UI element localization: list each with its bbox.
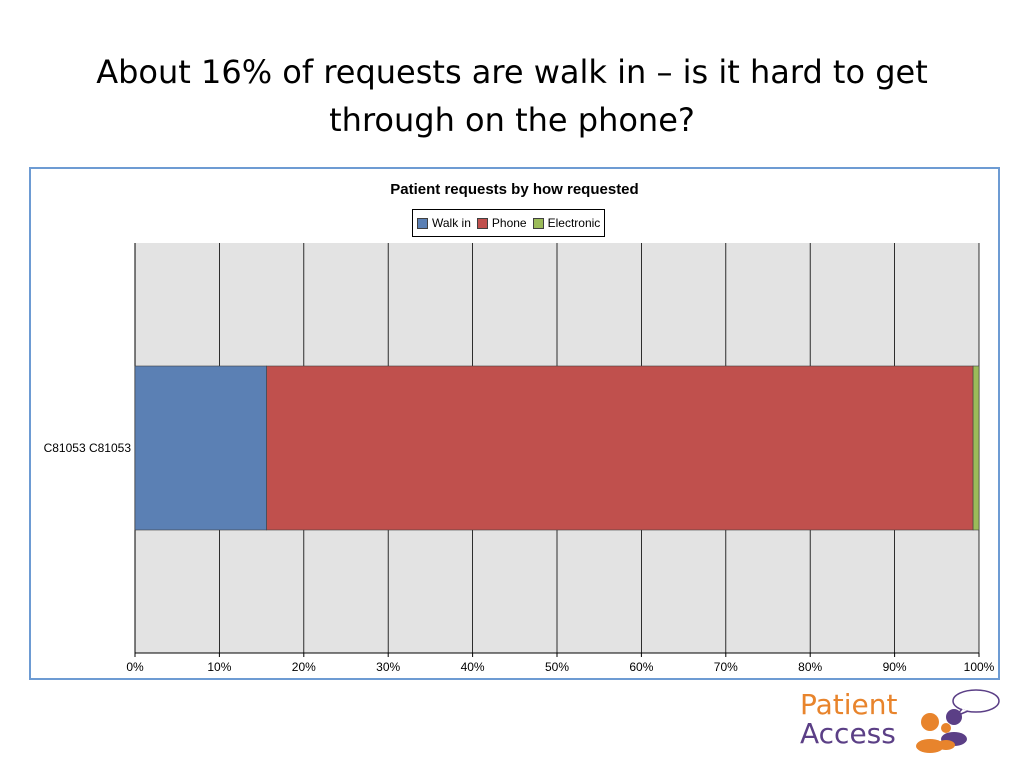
legend-label: Phone — [491, 216, 527, 230]
chart-frame: 0% 10% 20% 30% 40% 50% 60% 70% 80% 90% 100% C81053 … — [29, 167, 1000, 680]
slide-title-line-2: through on the phone? — [329, 101, 695, 139]
legend-item-electronic: Electronic — [532, 216, 601, 230]
slide-title: About 16% of requests are walk in – is i… — [60, 48, 964, 144]
x-tick-label: 0% — [126, 660, 144, 674]
legend-swatch — [417, 217, 428, 229]
chart-legend: Walk in Phone Electronic — [412, 209, 606, 237]
slide-title-line-1: About 16% of requests are walk in – is i… — [96, 53, 928, 91]
patient-access-logo: Patient Access — [800, 688, 1010, 760]
bar-segment-electronic — [972, 365, 980, 531]
x-tick-label: 20% — [292, 660, 316, 674]
logo-text: Patient Access — [800, 690, 898, 748]
bar-segment-phone — [266, 365, 974, 531]
x-tick-label: 10% — [207, 660, 231, 674]
chart-title: Patient requests by how requested — [390, 181, 639, 198]
x-tick-label: 100% — [964, 660, 995, 674]
legend-label: Electronic — [547, 216, 601, 230]
legend-label: Walk in — [432, 216, 471, 230]
legend-item-phone: Phone — [476, 216, 527, 230]
bar-segment-walk-in — [134, 365, 267, 531]
logo-text-patient: Patient — [800, 688, 898, 721]
legend-swatch — [476, 217, 488, 229]
x-tick-label: 50% — [545, 660, 569, 674]
x-tick-label: 80% — [798, 660, 822, 674]
chart-plot: 0% 10% 20% 30% 40% 50% 60% 70% 80% 90% 100% C81053 … — [44, 243, 995, 674]
x-tick-label: 60% — [629, 660, 653, 674]
x-tick-label: 40% — [461, 660, 485, 674]
logo-text-access: Access — [800, 717, 896, 750]
x-tick-label: 90% — [883, 660, 907, 674]
logo-people-icon — [916, 689, 1000, 753]
x-tick-label: 70% — [714, 660, 738, 674]
category-label: C81053 C81053 — [44, 441, 132, 455]
x-tick-label: 30% — [376, 660, 400, 674]
legend-item-walk-in: Walk in — [417, 216, 471, 230]
legend-swatch — [532, 217, 544, 229]
